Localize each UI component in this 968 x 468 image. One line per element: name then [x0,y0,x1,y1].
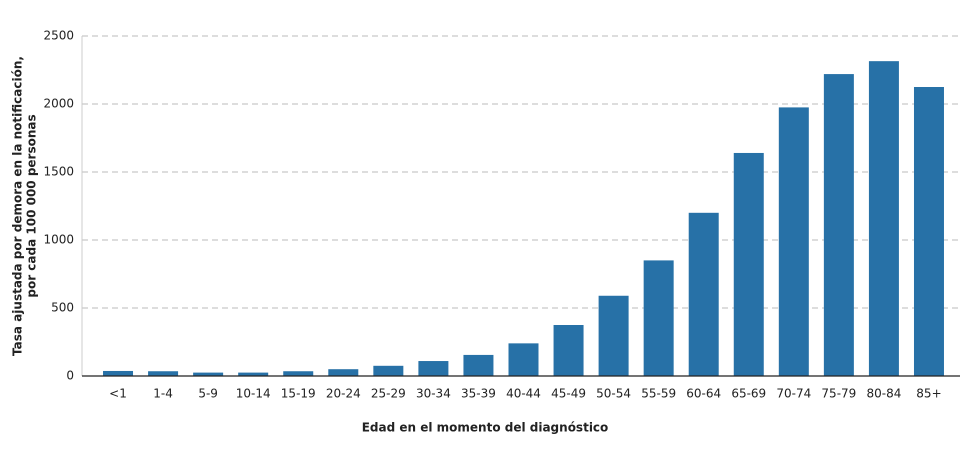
bar [148,371,179,376]
x-tick-label: 85+ [916,387,941,401]
x-tick-label: 15-19 [281,387,316,401]
x-tick-label: 5-9 [198,387,218,401]
x-tick-label: 10-14 [236,387,271,401]
x-tick-label: 35-39 [461,387,496,401]
bar [778,107,809,377]
x-tick-label: 55-59 [641,387,676,401]
y-tick-label: 1000 [43,233,74,247]
x-tick-label: <1 [109,387,127,401]
x-tick-label: 50-54 [596,387,631,401]
x-tick-label: 45-49 [551,387,586,401]
bar [103,370,134,376]
y-tick-label: 2000 [43,97,74,111]
bar [283,371,314,376]
y-axis-label-line: Tasa ajustada por demora en la notificac… [11,56,25,356]
bar [553,325,584,376]
y-tick-label: 0 [66,369,74,383]
bar [508,343,539,376]
y-tick-label: 2500 [43,29,74,43]
bar [823,74,854,376]
x-tick-label: 20-24 [326,387,361,401]
bar [373,365,404,376]
x-tick-label: 25-29 [371,387,406,401]
y-axis-label-line: por cada 100 000 personas [25,114,39,297]
y-axis-label: Tasa ajustada por demora en la notificac… [11,56,39,356]
bar [418,361,449,376]
y-tick-label: 1500 [43,165,74,179]
bar [193,372,224,376]
bar [328,369,359,376]
x-tick-label: 70-74 [776,387,811,401]
x-tick-label: 75-79 [821,387,856,401]
x-axis-label: Edad en el momento del diagnóstico [362,421,609,435]
bar [688,212,719,376]
bar [868,61,899,376]
x-tick-label: 40-44 [506,387,541,401]
bar [598,295,629,376]
bar [643,260,674,376]
y-tick-label: 500 [51,301,74,315]
bar [463,354,494,376]
x-tick-label: 1-4 [153,387,173,401]
bar [733,152,764,376]
bar [238,372,269,376]
x-tick-label: 30-34 [416,387,451,401]
bar [913,87,944,376]
x-tick-label: 60-64 [686,387,721,401]
x-tick-label: 80-84 [866,387,901,401]
x-tick-label: 65-69 [731,387,766,401]
